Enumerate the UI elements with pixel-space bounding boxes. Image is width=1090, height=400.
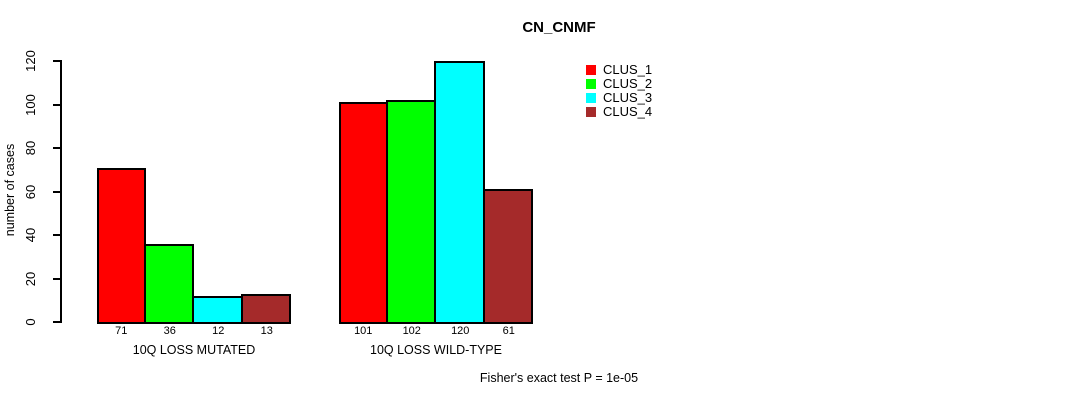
y-tick-mark [53, 60, 60, 62]
footnote: Fisher's exact test P = 1e-05 [479, 371, 639, 385]
bar-clus_4-group2 [482, 189, 533, 324]
bar-value-label: 36 [163, 325, 176, 337]
legend-label-clus_1: CLUS_1 [603, 61, 653, 77]
legend-swatch-clus_3 [586, 92, 596, 103]
y-tick-mark [53, 234, 60, 236]
y-tick-label: 120 [22, 50, 38, 72]
y-tick-mark [53, 103, 60, 106]
chart-title: CN_CNMF [522, 19, 596, 36]
y-tick-label: 20 [22, 271, 38, 286]
y-tick-mark [53, 190, 60, 193]
bar-value-label: 101 [354, 325, 373, 337]
y-tick-mark [53, 147, 60, 149]
y-tick-label: 60 [22, 184, 38, 199]
y-tick-label: 80 [22, 140, 38, 156]
bar-clus_2-group2 [385, 100, 436, 324]
bar-value-label: 61 [502, 325, 515, 337]
bar-clus_1-group2 [339, 102, 388, 324]
y-tick-mark [53, 321, 60, 323]
bar-clus_2-group1 [143, 243, 194, 324]
bar-clus_4-group1 [240, 293, 291, 324]
y-tick-mark [53, 277, 60, 280]
y-tick-label: 40 [22, 227, 38, 243]
bar-value-label: 12 [212, 325, 225, 337]
bar-clus_3-group1 [192, 295, 243, 324]
y-tick-label: 100 [22, 93, 38, 116]
bar-value-label: 71 [115, 325, 128, 337]
y-axis-label: number of cases [3, 143, 17, 237]
bar-clus_1-group1 [97, 167, 146, 324]
group-label: 10Q LOSS MUTATED [132, 343, 256, 357]
legend-swatch-clus_2 [586, 78, 596, 89]
bar-value-label: 13 [260, 325, 273, 337]
group-label: 10Q LOSS WILD-TYPE [370, 343, 502, 357]
bar-value-label: 102 [402, 325, 421, 337]
legend-label-clus_2: CLUS_2 [603, 75, 653, 91]
y-tick-label: 0 [22, 318, 38, 326]
bar-value-label: 120 [451, 325, 470, 337]
legend-label-clus_4: CLUS_4 [603, 103, 653, 119]
y-axis-line [60, 60, 62, 323]
legend-swatch-clus_4 [586, 106, 596, 117]
legend-label-clus_3: CLUS_3 [603, 89, 653, 105]
legend-swatch-clus_1 [586, 64, 596, 75]
bar-clus_3-group2 [434, 61, 485, 324]
